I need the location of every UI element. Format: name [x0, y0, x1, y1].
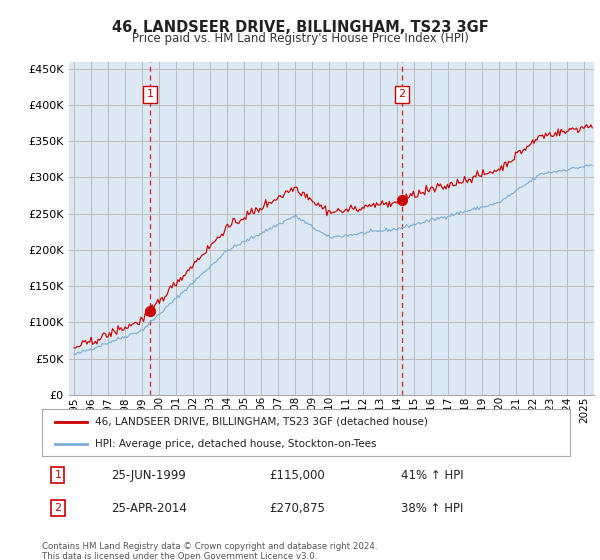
Text: 46, LANDSEER DRIVE, BILLINGHAM, TS23 3GF: 46, LANDSEER DRIVE, BILLINGHAM, TS23 3GF: [112, 20, 488, 35]
Text: 41% ↑ HPI: 41% ↑ HPI: [401, 469, 464, 482]
Text: 2: 2: [54, 503, 61, 514]
Text: £270,875: £270,875: [269, 502, 325, 515]
Text: HPI: Average price, detached house, Stockton-on-Tees: HPI: Average price, detached house, Stoc…: [95, 438, 376, 449]
Text: 25-APR-2014: 25-APR-2014: [110, 502, 187, 515]
Text: 46, LANDSEER DRIVE, BILLINGHAM, TS23 3GF (detached house): 46, LANDSEER DRIVE, BILLINGHAM, TS23 3GF…: [95, 417, 428, 427]
Text: £115,000: £115,000: [269, 469, 325, 482]
Text: 25-JUN-1999: 25-JUN-1999: [110, 469, 185, 482]
Text: 2: 2: [398, 89, 406, 99]
Text: Price paid vs. HM Land Registry's House Price Index (HPI): Price paid vs. HM Land Registry's House …: [131, 32, 469, 45]
Text: Contains HM Land Registry data © Crown copyright and database right 2024.
This d: Contains HM Land Registry data © Crown c…: [42, 542, 377, 560]
Text: 1: 1: [55, 470, 61, 480]
Text: 1: 1: [146, 89, 154, 99]
Text: 38% ↑ HPI: 38% ↑ HPI: [401, 502, 463, 515]
